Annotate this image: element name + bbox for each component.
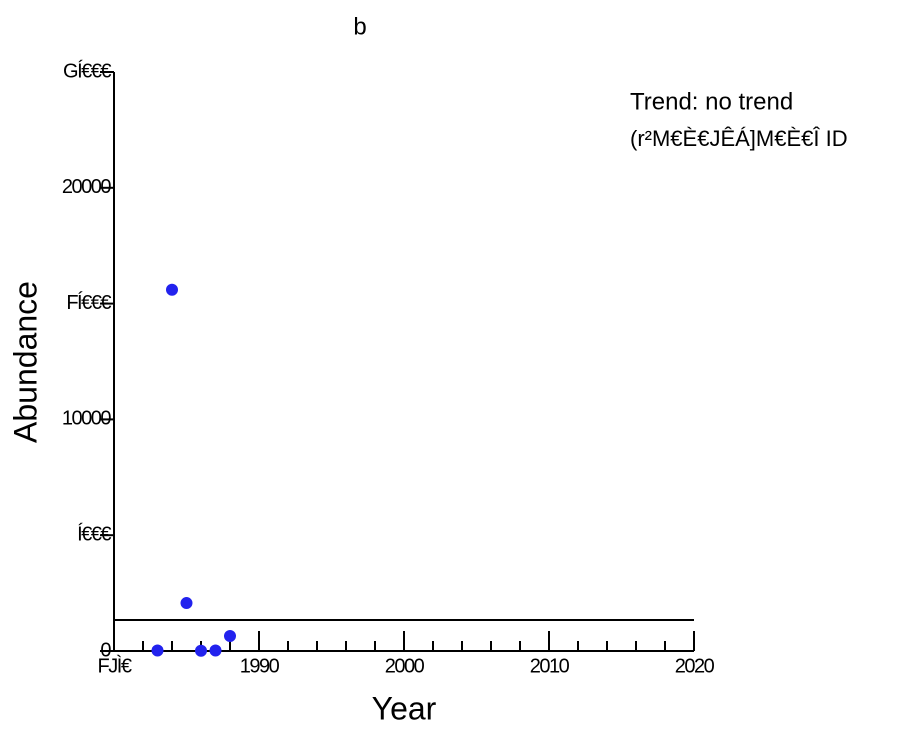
y-tick-label: 0 bbox=[100, 639, 111, 661]
point bbox=[224, 629, 236, 642]
y-axis-label: Abundance bbox=[7, 281, 43, 443]
x-tick-label: 2000 bbox=[385, 655, 425, 677]
x-axis-label: Year bbox=[372, 690, 437, 726]
y-tick-label: 20000 bbox=[62, 176, 111, 198]
point bbox=[209, 644, 222, 657]
point bbox=[180, 597, 193, 610]
point bbox=[195, 644, 207, 657]
annotation-stats: (r²M€È€JÊÁ]M€È€Î ID bbox=[630, 126, 848, 151]
y-tick-label: FÍ€€€ bbox=[66, 291, 111, 314]
y-tick-label: 10000 bbox=[62, 408, 111, 430]
x-tick-label: FJÌ€ bbox=[98, 654, 132, 677]
chart-title: b bbox=[353, 13, 366, 40]
x-tick-label: 1990 bbox=[240, 655, 280, 677]
y-tick-label: GÍ€€€ bbox=[63, 59, 111, 82]
x-tick-label: 2020 bbox=[675, 655, 715, 677]
point bbox=[166, 283, 178, 296]
y-tick-label: Í€€€ bbox=[77, 522, 111, 545]
x-tick-label: 2010 bbox=[530, 655, 570, 677]
annotation: Trend: no trend bbox=[630, 88, 793, 115]
point bbox=[151, 644, 164, 657]
